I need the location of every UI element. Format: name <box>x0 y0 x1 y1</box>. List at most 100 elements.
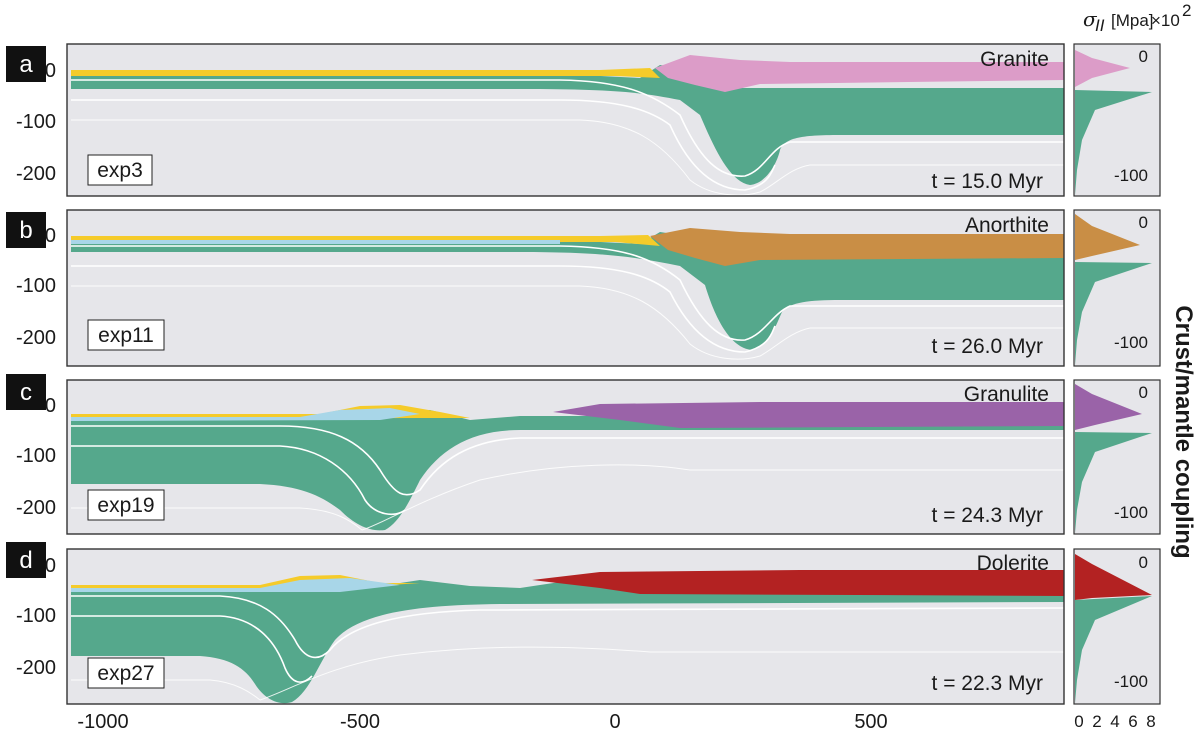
depth-tick-label: -100 <box>16 605 56 627</box>
profile-depth-label: -100 <box>1114 503 1148 522</box>
crust-layer <box>553 402 1064 428</box>
stress-profile: 0 -100 <box>1073 209 1161 367</box>
panel-letter: d <box>19 547 32 574</box>
crust-stress-profile <box>1075 50 1130 87</box>
experiment-box <box>87 154 153 186</box>
mantle-layer <box>71 580 1064 704</box>
mantle-stress-profile <box>1075 596 1152 703</box>
crust-layer <box>655 55 1064 92</box>
stress-power: 2 <box>1182 1 1191 20</box>
rock-label: Granite <box>980 48 1049 71</box>
model-section <box>66 209 1065 367</box>
profile-tick-label: 8 <box>1146 712 1155 731</box>
experiment-label: exp3 <box>97 159 143 182</box>
depth-tick-label: -200 <box>16 657 56 679</box>
depth-tick-label: 0 <box>45 395 56 417</box>
experiment-label: exp11 <box>98 324 154 347</box>
stress-profile: 0 -100 <box>1073 548 1161 705</box>
depth-tick-label: 0 <box>45 555 56 577</box>
experiment-label: exp27 <box>97 662 154 685</box>
panel-a: a 0 -100 -200 Granite exp3 t = 15.0 Myr … <box>6 43 1161 197</box>
profile-x-axis: 0 2 4 6 8 <box>1074 712 1155 731</box>
stress-profile: 0 -100 <box>1073 379 1161 535</box>
x-axis: -1000 -500 0 500 <box>77 711 887 733</box>
side-title: Crust/mantle coupling <box>1170 305 1197 558</box>
water-layer <box>71 578 400 592</box>
lithosphere-base-line <box>71 646 1064 701</box>
depth-tick-label: -200 <box>16 327 56 349</box>
panel-letter-box <box>6 542 46 578</box>
stress-scale: ×10 <box>1151 11 1180 30</box>
lithosphere-base-line <box>71 285 1064 360</box>
panel-c: c 0 -100 -200 Granulite exp19 t = 24.3 M… <box>6 374 1161 535</box>
crust-layer <box>650 228 1064 266</box>
profile-depth-label: 0 <box>1139 213 1148 232</box>
mantle-stress-profile <box>1075 90 1152 195</box>
time-label: t = 22.3 Myr <box>932 672 1043 695</box>
profile-depth-label: -100 <box>1114 333 1148 352</box>
experiment-label: exp19 <box>97 494 154 517</box>
panel-b: b 0 -100 -200 Anorthite exp11 t = 26.0 M… <box>6 209 1161 367</box>
model-frame <box>66 379 1065 535</box>
crust-stress-profile <box>1075 554 1152 600</box>
panel-letter: c <box>20 379 32 406</box>
experiment-box <box>87 319 165 351</box>
profile-depth-label: -100 <box>1114 166 1148 185</box>
water-layer <box>71 408 420 421</box>
crust-layer <box>532 570 1064 596</box>
profile-depth-label: 0 <box>1139 383 1148 402</box>
crust-stress-profile <box>1075 214 1140 260</box>
x-tick-label: -1000 <box>77 711 128 733</box>
mantle-stress-profile <box>1075 262 1152 365</box>
experiment-box <box>87 657 165 689</box>
crust-stress-profile <box>1075 384 1142 430</box>
mantle-stress-profile <box>1075 432 1152 533</box>
rock-label: Dolerite <box>977 552 1049 575</box>
panel-d: d 0 -100 -200 Dolerite exp27 t = 22.3 My… <box>6 542 1161 705</box>
panel-letter: a <box>19 51 33 78</box>
experiment-box <box>87 489 165 521</box>
time-label: t = 15.0 Myr <box>932 170 1043 193</box>
x-tick-label: -500 <box>340 711 380 733</box>
stress-header: σ II [Mpa] ×10 2 <box>1083 1 1191 35</box>
lithosphere-base-line <box>71 464 1064 531</box>
panel-letter-box <box>6 374 46 410</box>
mantle-layer <box>71 410 1064 531</box>
depth-tick-label: -100 <box>16 275 56 297</box>
depth-tick-label: -200 <box>16 497 56 519</box>
model-frame <box>66 548 1065 705</box>
stress-profile: 0 -100 <box>1073 43 1161 197</box>
profile-depth-label: 0 <box>1139 47 1148 66</box>
layer-lines <box>71 79 1064 191</box>
depth-tick-label: -100 <box>16 111 56 133</box>
stress-symbol: σ <box>1083 7 1098 31</box>
profile-depth-label: -100 <box>1114 672 1148 691</box>
profile-tick-label: 6 <box>1128 712 1137 731</box>
mantle-layer <box>71 65 1064 185</box>
stress-subscript: II <box>1095 16 1105 35</box>
model-frame <box>66 43 1065 197</box>
rock-label: Granulite <box>964 383 1049 406</box>
depth-tick-label: -200 <box>16 163 56 185</box>
profile-tick-label: 4 <box>1110 712 1119 731</box>
lithosphere-base-line <box>71 119 1064 196</box>
depth-tick-label: 0 <box>45 60 56 82</box>
panel-letter: b <box>19 217 32 244</box>
time-label: t = 26.0 Myr <box>932 335 1043 358</box>
depth-tick-label: 0 <box>45 225 56 247</box>
surface-sediment <box>71 68 660 78</box>
layer-lines <box>71 595 1065 683</box>
panel-letter-box <box>6 46 46 82</box>
stress-unit: [Mpa] <box>1111 11 1154 30</box>
layer-lines <box>71 245 1064 353</box>
x-tick-label: 500 <box>854 711 887 733</box>
model-frame <box>66 209 1065 367</box>
x-tick-label: 0 <box>609 711 620 733</box>
layer-lines <box>71 425 1064 516</box>
model-section <box>66 379 1065 535</box>
rock-label: Anorthite <box>965 214 1049 237</box>
profile-tick-label: 0 <box>1074 712 1083 731</box>
profile-depth-label: 0 <box>1139 553 1148 572</box>
water-layer <box>71 240 560 244</box>
